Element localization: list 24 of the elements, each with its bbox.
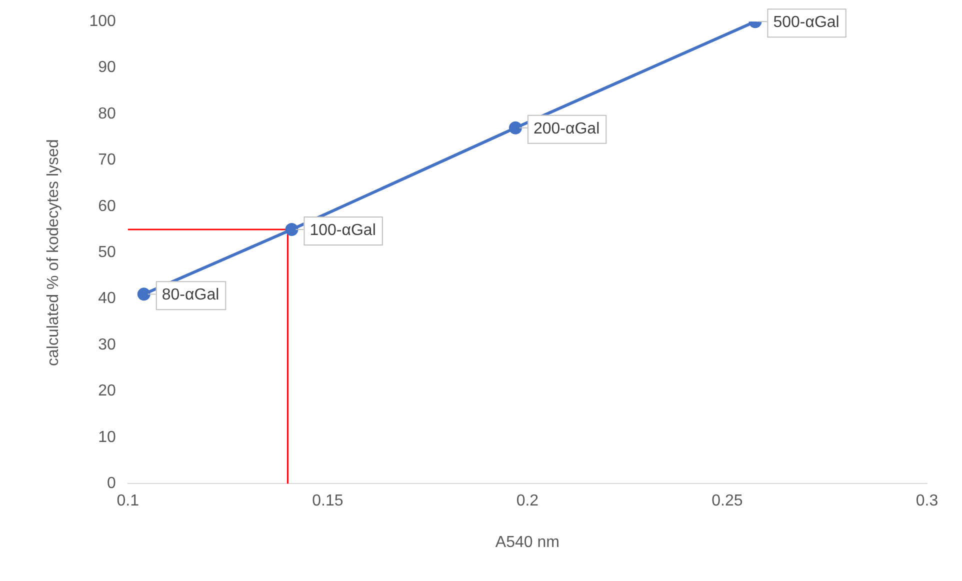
- point: [137, 288, 150, 301]
- y-tick-label: 10: [98, 428, 116, 446]
- y-tick-label: 0: [106, 475, 116, 492]
- y-tick-label: 100: [89, 13, 116, 30]
- y-tick-label: 60: [98, 198, 116, 215]
- point: [285, 223, 298, 236]
- y-tick-label: 80: [98, 105, 116, 122]
- annotation: 100-αGal: [310, 222, 376, 239]
- y-axis-title: calculated % of kodecytes lysed: [45, 139, 62, 366]
- x-tick-label: 0.1: [116, 492, 140, 510]
- annotation: 80-αGal: [162, 286, 220, 304]
- annotation: 200-αGal: [533, 120, 600, 138]
- y-tick-label: 50: [98, 244, 116, 262]
- x-tick-label: 0.25: [712, 492, 743, 510]
- y-tick-label: 90: [98, 59, 116, 76]
- x-tick-label: 0.15: [312, 492, 344, 510]
- x-axis-title: A540 nm: [495, 534, 560, 551]
- y-tick-label: 30: [98, 336, 116, 354]
- x-tick-label: 0.3: [916, 492, 938, 510]
- x-tick-label: 0.2: [516, 492, 539, 510]
- annotation: 500-αGal: [773, 14, 840, 32]
- y-tick-label: 40: [98, 290, 116, 308]
- y-tick-label: 20: [98, 382, 116, 400]
- y-tick-label: 70: [98, 152, 116, 169]
